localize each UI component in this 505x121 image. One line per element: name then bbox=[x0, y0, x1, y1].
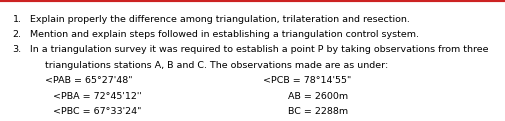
Text: <PBC = 67°33'24": <PBC = 67°33'24" bbox=[53, 107, 141, 116]
Text: 3.: 3. bbox=[13, 45, 22, 54]
Text: In a triangulation survey it was required to establish a point P by taking obser: In a triangulation survey it was require… bbox=[30, 45, 489, 54]
Text: <PAB = 65°27'48": <PAB = 65°27'48" bbox=[45, 76, 133, 85]
Text: <PCB = 78°14'55": <PCB = 78°14'55" bbox=[263, 76, 351, 85]
Text: AB = 2600m: AB = 2600m bbox=[288, 92, 348, 101]
Text: BC = 2288m: BC = 2288m bbox=[288, 107, 348, 116]
Text: <PBA = 72°45'12'': <PBA = 72°45'12'' bbox=[53, 92, 142, 101]
Text: 1.: 1. bbox=[13, 15, 22, 23]
Text: Explain properly the difference among triangulation, trilateration and resection: Explain properly the difference among tr… bbox=[30, 15, 410, 23]
Text: triangulations stations A, B and C. The observations made are as under:: triangulations stations A, B and C. The … bbox=[45, 61, 389, 70]
Text: Mention and explain steps followed in establishing a triangulation control syste: Mention and explain steps followed in es… bbox=[30, 30, 419, 39]
Text: 2.: 2. bbox=[13, 30, 22, 39]
